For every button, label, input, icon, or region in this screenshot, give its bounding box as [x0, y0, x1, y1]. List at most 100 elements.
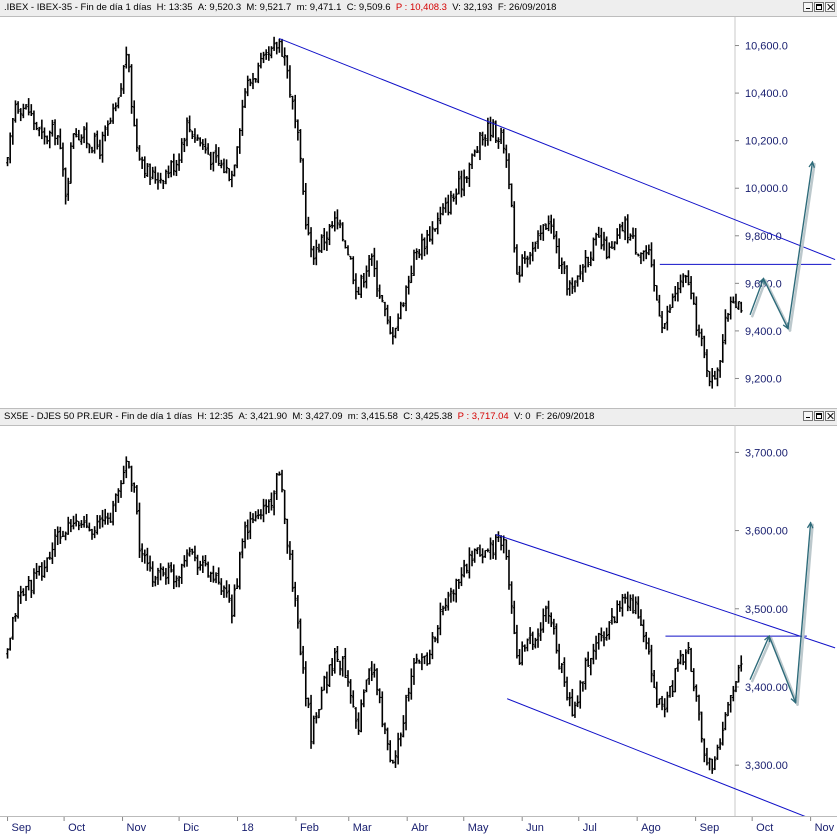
ohlc-bar — [586, 651, 590, 667]
ohlc-bar — [465, 563, 469, 574]
ohlc-bar — [528, 627, 532, 645]
ohlc-bar — [465, 176, 469, 184]
ohlc-bar — [518, 649, 522, 665]
ohlc-bar — [726, 312, 730, 322]
ohlc-bar — [64, 531, 68, 541]
trendline — [278, 37, 836, 261]
ohlc-bar — [729, 695, 733, 713]
close-icon[interactable] — [825, 411, 835, 421]
ohlc-bar — [77, 520, 81, 531]
ohlc-bar — [346, 670, 350, 687]
ohlc-bar — [103, 125, 107, 142]
ohlc-bar — [686, 270, 690, 286]
maximize-icon[interactable] — [814, 2, 824, 12]
ohlc-bar — [93, 526, 97, 539]
ohlc-bar — [312, 245, 316, 265]
ohlc-bar — [161, 566, 165, 577]
ohlc-bar — [446, 591, 450, 611]
ohlc-bar — [433, 228, 437, 232]
ohlc-bar — [193, 545, 197, 562]
ohlc-bar — [657, 698, 661, 705]
ohlc-bar — [409, 265, 413, 284]
ohlc-bar — [663, 698, 667, 718]
ohlc-bar — [209, 151, 213, 170]
ohlc-bar — [391, 327, 395, 345]
ohlc-bar — [496, 531, 500, 543]
minimize-icon[interactable] — [803, 2, 813, 12]
ohlc-bar — [351, 256, 355, 285]
ohlc-bar — [114, 102, 118, 112]
ohlc-bar — [233, 164, 237, 177]
ohlc-bar — [185, 549, 189, 567]
x-tick-label: Jul — [583, 822, 597, 834]
ohlc-bar — [11, 616, 15, 640]
ohlc-bar — [328, 664, 332, 688]
ohlc-bar — [11, 117, 15, 145]
y-tick-label: 10,600.0 — [745, 41, 788, 53]
ohlc-bar — [124, 46, 128, 69]
ohlc-bar — [454, 188, 458, 205]
ohlc-bar — [491, 119, 495, 138]
ohlc-bar — [723, 309, 727, 345]
ohlc-bar — [293, 581, 297, 607]
ohlc-bar — [72, 133, 76, 149]
sx5e-chart: 3,300.00 3,400.00 3,500.00 3,600.00 3,700.00 — [6, 425, 836, 816]
ohlc-bar — [499, 535, 503, 551]
ohlc-bar — [6, 157, 10, 167]
maximize-icon[interactable] — [814, 411, 824, 421]
ohlc-bar — [510, 581, 514, 614]
ohlc-bar — [626, 591, 630, 612]
ohlc-bar — [467, 162, 471, 187]
ibex-window-buttons — [803, 2, 835, 12]
ohlc-bar — [655, 285, 659, 301]
ohlc-bar — [217, 147, 221, 166]
x-tick-label: Feb — [300, 822, 319, 834]
ohlc-bar — [578, 680, 582, 709]
ohlc-bar — [673, 286, 677, 302]
ohlc-bar — [48, 551, 52, 560]
ohlc-bar — [285, 518, 289, 554]
sx5e-open: A: 3,421.90 — [238, 411, 288, 422]
ohlc-bar — [557, 643, 561, 670]
ohlc-bar — [652, 259, 656, 292]
ohlc-bar — [652, 670, 656, 688]
ohlc-bar — [259, 52, 263, 69]
ohlc-bar — [394, 750, 398, 768]
ohlc-bar — [383, 722, 387, 735]
ohlc-bar — [697, 694, 701, 721]
ohlc-bar — [650, 644, 654, 683]
ohlc-bar — [731, 685, 735, 702]
ohlc-bar — [291, 95, 295, 110]
ohlc-bar — [280, 38, 284, 57]
close-icon[interactable] — [825, 2, 835, 12]
ohlc-bar — [483, 549, 487, 558]
minimize-icon[interactable] — [803, 411, 813, 421]
price-bars — [6, 456, 743, 774]
ohlc-bar — [459, 567, 463, 587]
ohlc-bar — [56, 135, 60, 145]
ohlc-bar — [116, 97, 120, 109]
ohlc-bar — [214, 572, 218, 584]
ohlc-bar — [64, 167, 68, 205]
ohlc-bar — [597, 226, 601, 238]
ohlc-bar — [161, 179, 165, 190]
ohlc-bar — [502, 535, 506, 554]
ohlc-bar — [127, 53, 131, 73]
ohlc-bar — [6, 648, 10, 659]
ohlc-bar — [473, 548, 477, 563]
ohlc-bar — [457, 170, 461, 195]
ohlc-bar — [58, 128, 62, 150]
ohlc-bar — [507, 153, 511, 190]
ohlc-bar — [306, 216, 310, 236]
ohlc-bar — [24, 104, 28, 110]
ohlc-bar — [581, 681, 585, 692]
ohlc-bar — [138, 502, 141, 558]
ohlc-bar — [462, 169, 466, 197]
ohlc-bar — [164, 567, 168, 585]
ohlc-bar — [401, 302, 405, 308]
ohlc-bar — [438, 206, 442, 225]
ohlc-bar — [256, 509, 260, 520]
ohlc-bar — [388, 740, 392, 763]
ohlc-bar — [269, 492, 273, 511]
ohlc-bar — [87, 522, 91, 532]
